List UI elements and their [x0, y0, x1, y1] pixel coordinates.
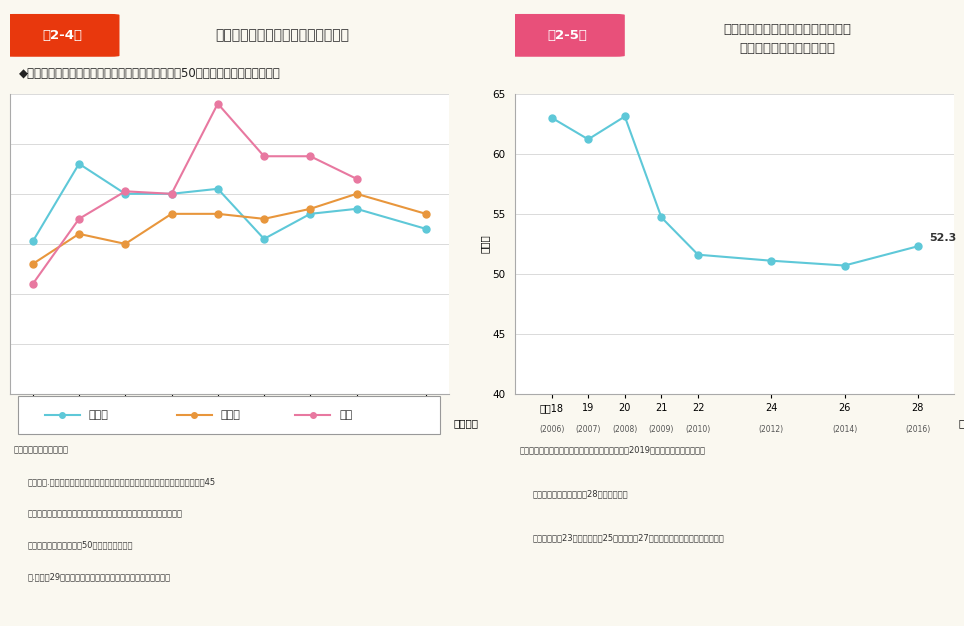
Text: (2009): (2009)	[649, 424, 674, 434]
Text: 活動への参加率（小学生）: 活動への参加率（小学生）	[739, 42, 836, 55]
Text: (2008): (2008)	[205, 424, 230, 434]
Text: (2016): (2016)	[905, 424, 930, 434]
Text: （年度）: （年度）	[959, 418, 964, 428]
Text: ◆学校以外の団体が行う自然体験活動への参加率は50％程度にとどまっている。: ◆学校以外の団体が行う自然体験活動への参加率は50％程度にとどまっている。	[19, 68, 281, 80]
FancyBboxPatch shape	[5, 14, 120, 57]
Text: 動の総単位時間の平均（50分を１単位時間）: 動の総単位時間の平均（50分を１単位時間）	[27, 541, 133, 550]
Text: 学校以外の団体などが行う自然体験: 学校以外の団体などが行う自然体験	[723, 23, 851, 36]
Y-axis label: （％）: （％）	[479, 235, 489, 254]
Text: (2012): (2012)	[759, 424, 784, 434]
Text: 高校: 高校	[339, 410, 353, 420]
Text: 第2-4図: 第2-4図	[42, 29, 82, 42]
Text: (2006): (2006)	[539, 424, 564, 434]
Text: (2002): (2002)	[67, 424, 92, 434]
Text: （出典）文部科学省調べ: （出典）文部科学省調べ	[14, 445, 69, 454]
Text: 52.3: 52.3	[928, 233, 956, 243]
Text: (2017): (2017)	[414, 424, 439, 434]
Text: (2008): (2008)	[612, 424, 637, 434]
Text: （出典）独立行政法人国立青少年教育振興機構（2019）「青少年の体験活動等: （出典）独立行政法人国立青少年教育振興機構（2019）「青少年の体験活動等	[520, 445, 706, 454]
Text: (2010): (2010)	[252, 424, 277, 434]
Text: (2004): (2004)	[113, 424, 138, 434]
Text: 中学校: 中学校	[221, 410, 240, 420]
Text: （注）１.　小学校は５年生の１年間で実施する体験活動の総単位時間の平均（45: （注）１. 小学校は５年生の１年間で実施する体験活動の総単位時間の平均（45	[27, 477, 215, 486]
Text: (2014): (2014)	[344, 424, 369, 434]
Text: (2012): (2012)	[298, 424, 323, 434]
Text: (2014): (2014)	[832, 424, 857, 434]
Text: （注）　平成23年度及び平成25年度、平成27年度は調査が実施されていない。: （注） 平成23年度及び平成25年度、平成27年度は調査が実施されていない。	[532, 534, 724, 543]
Text: (2006): (2006)	[159, 424, 184, 434]
Text: 分を１単位時間）、中学校、高校は２年生の１年間で実施する体験活: 分を１単位時間）、中学校、高校は２年生の１年間で実施する体験活	[27, 509, 182, 518]
Text: 学校における体験活動の実施時間数: 学校における体験活動の実施時間数	[215, 29, 349, 43]
Text: 第2-5図: 第2-5図	[548, 29, 588, 42]
Text: ２.　平成29年度は、高校については調査を実施していない。: ２. 平成29年度は、高校については調査を実施していない。	[27, 573, 171, 582]
Text: (2007): (2007)	[576, 424, 601, 434]
FancyBboxPatch shape	[511, 14, 625, 57]
Text: （年度）: （年度）	[453, 418, 478, 428]
Text: (2010): (2010)	[685, 424, 710, 434]
Text: 小学校: 小学校	[89, 410, 109, 420]
Text: (2000): (2000)	[20, 424, 45, 434]
FancyBboxPatch shape	[18, 396, 441, 434]
Text: に関する意識調査（平成28年度調査）」: に関する意識調査（平成28年度調査）」	[532, 490, 629, 498]
